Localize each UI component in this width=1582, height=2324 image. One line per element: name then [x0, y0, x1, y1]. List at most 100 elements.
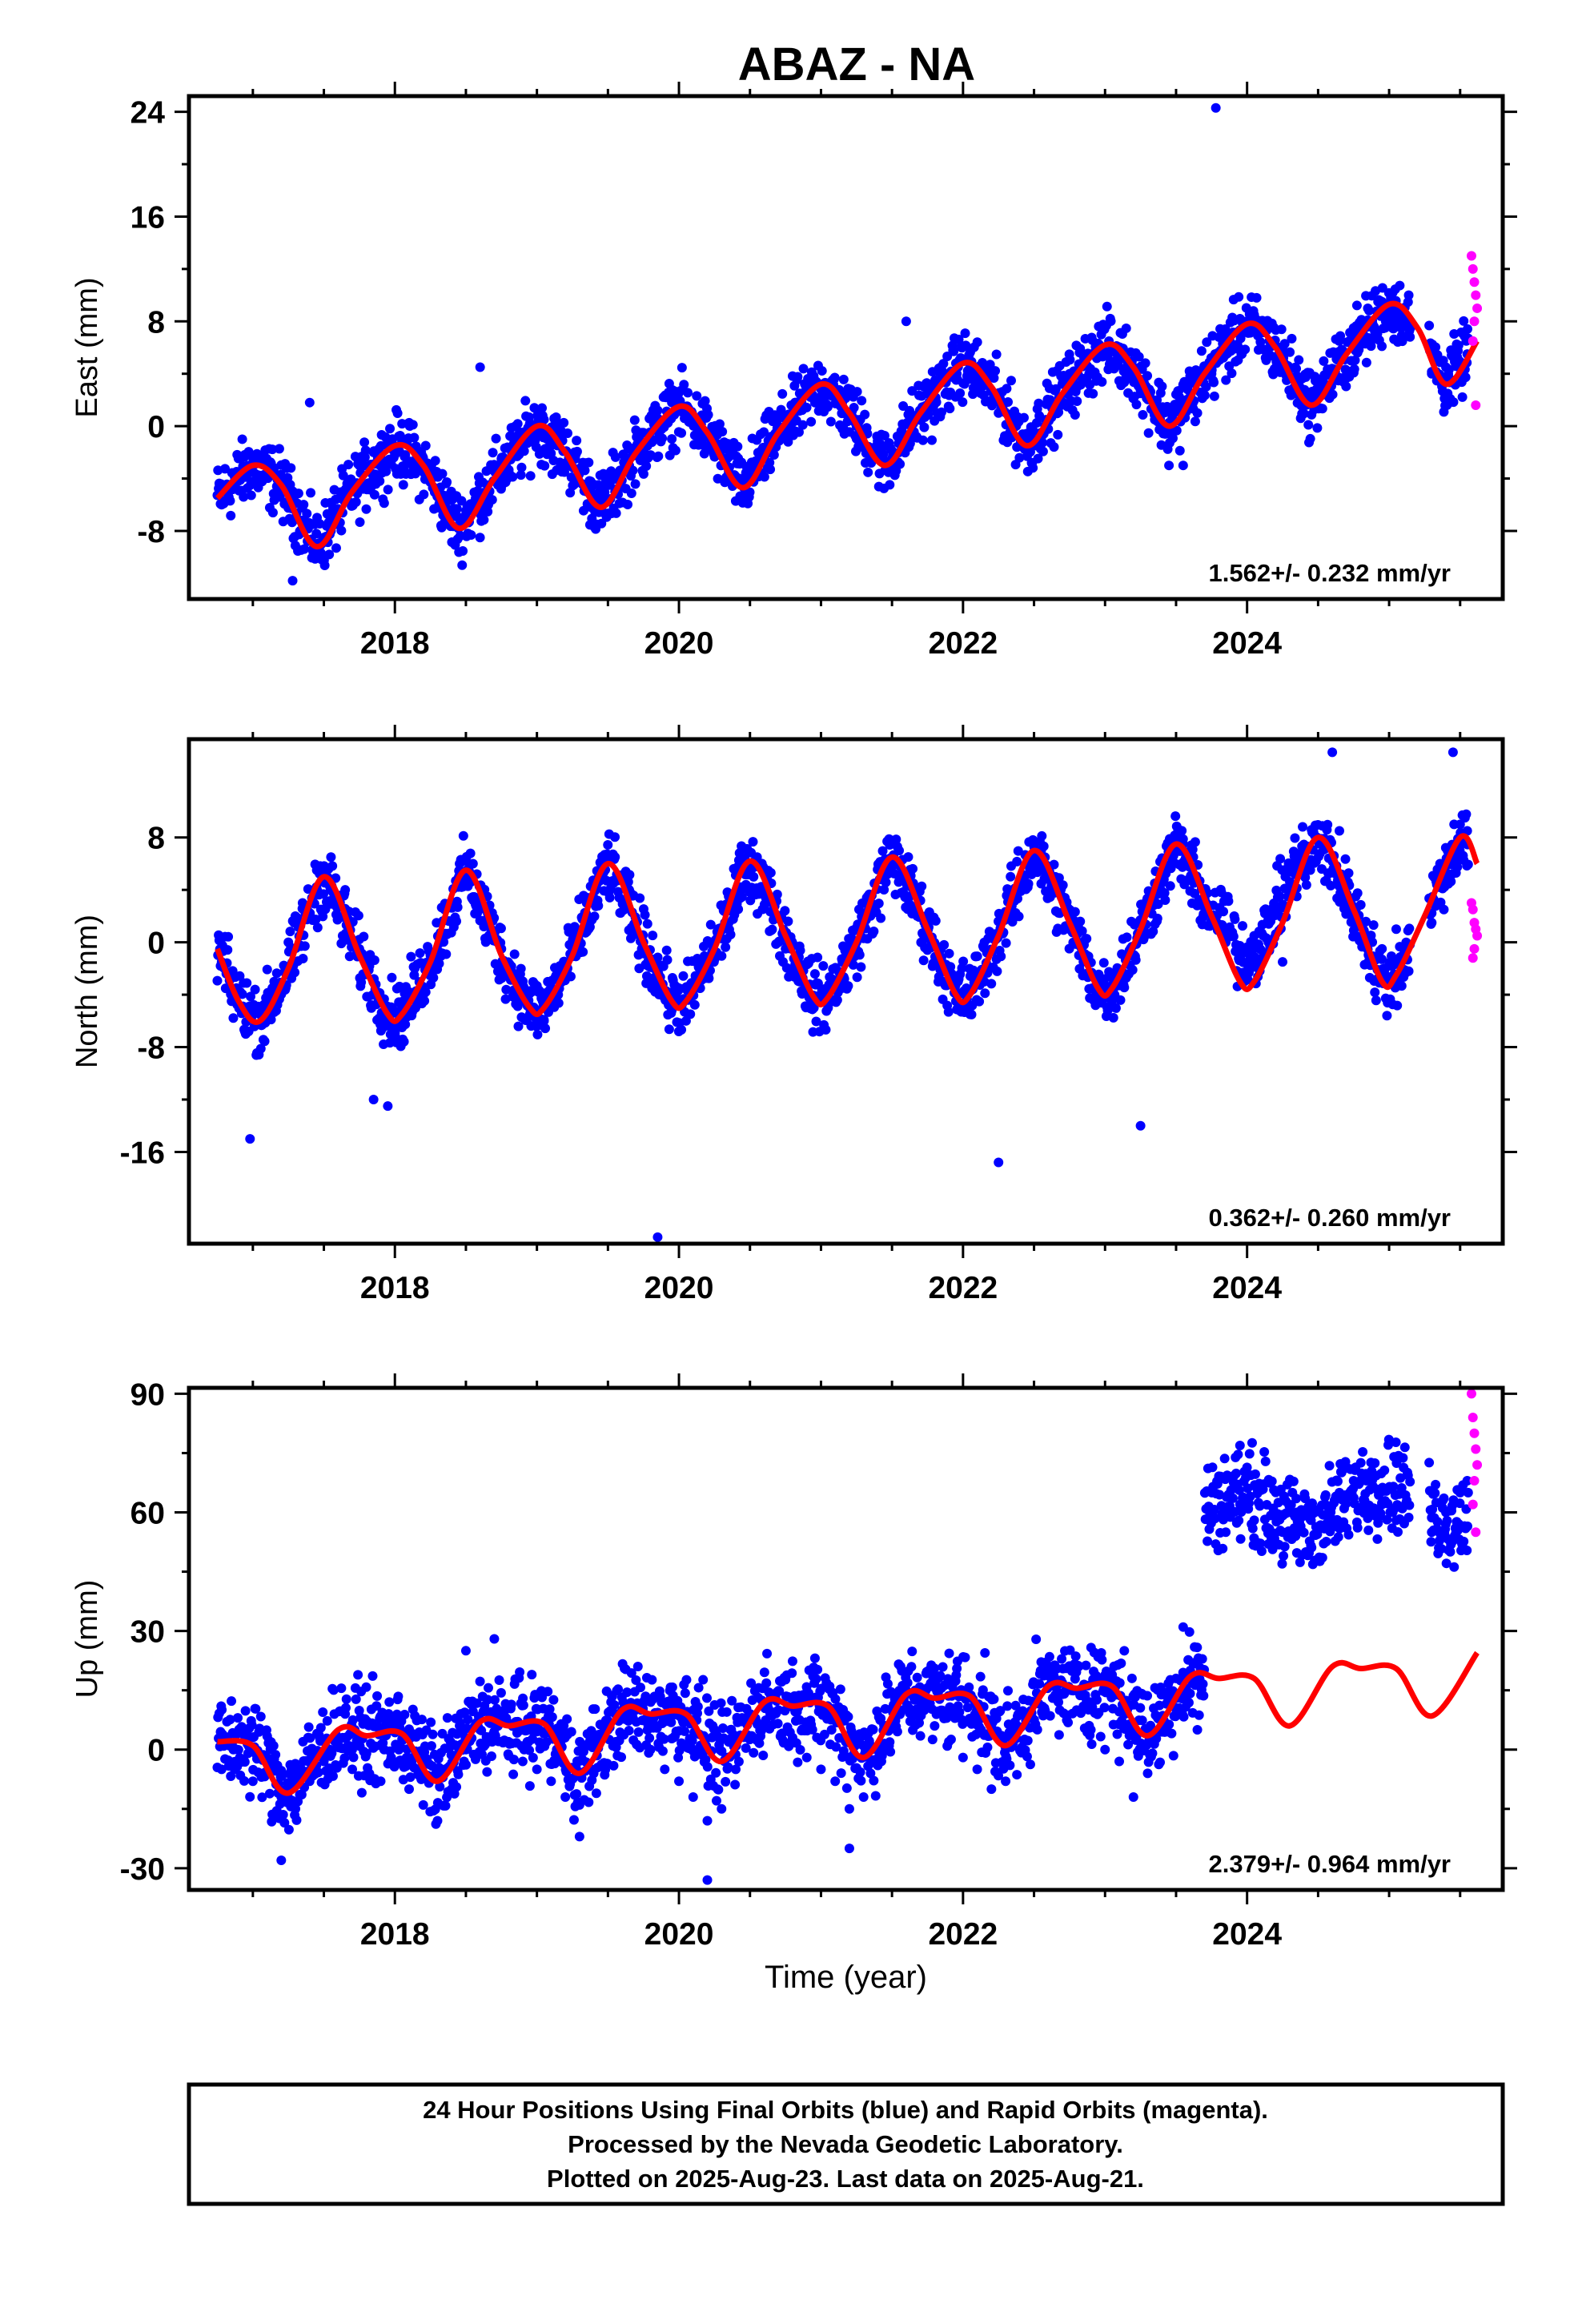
final-point [458, 830, 468, 841]
final-point [515, 1667, 525, 1678]
final-point [891, 834, 901, 845]
final-point [371, 1701, 382, 1711]
final-point [457, 560, 468, 570]
final-point [673, 1752, 684, 1763]
final-point [293, 489, 303, 499]
final-point [1177, 826, 1187, 836]
final-point [472, 1698, 482, 1708]
final-point [1396, 981, 1407, 991]
final-point [223, 945, 233, 955]
final-point [1240, 344, 1251, 355]
final-point [992, 966, 1002, 976]
final-point [356, 1787, 367, 1798]
final-point [225, 496, 235, 506]
final-point [937, 976, 947, 987]
final-point [420, 995, 430, 1006]
y-tick-label: 0 [147, 1734, 165, 1768]
final-point [336, 1683, 347, 1694]
final-point [212, 975, 223, 986]
final-point [876, 913, 886, 923]
final-point [767, 924, 777, 935]
final-point [1167, 433, 1178, 444]
final-point [931, 397, 942, 408]
final-point [237, 434, 247, 444]
final-point [863, 467, 873, 477]
final-point [1049, 859, 1059, 870]
final-point [1395, 280, 1405, 291]
final-point [245, 1791, 255, 1802]
final-point [340, 1703, 351, 1713]
final-point [879, 431, 889, 441]
final-point [938, 359, 949, 369]
final-point [705, 919, 716, 930]
rapid-point [1468, 953, 1478, 963]
final-point [381, 466, 391, 476]
final-point [717, 426, 728, 436]
final-point [990, 366, 1001, 376]
final-point [1279, 339, 1290, 349]
final-point [452, 916, 462, 927]
final-point [919, 422, 930, 432]
final-point [1363, 303, 1373, 313]
final-point [318, 1707, 328, 1718]
final-point [353, 1670, 363, 1680]
rapid-point [1466, 251, 1476, 261]
final-point [591, 1788, 601, 1799]
final-point [452, 504, 462, 514]
final-point [420, 440, 431, 451]
final-point [1077, 926, 1087, 936]
final-point [1045, 395, 1055, 405]
final-point [1276, 324, 1287, 335]
final-point [1088, 388, 1098, 399]
final-point [613, 1684, 624, 1695]
plot-area [212, 1389, 1483, 1885]
final-point [1012, 856, 1022, 866]
final-point [678, 971, 689, 981]
final-point [681, 1015, 691, 1026]
x-axis-label: Time (year) [765, 1960, 927, 1995]
y-tick-label: -8 [137, 1031, 165, 1066]
final-point [1143, 428, 1154, 438]
final-point [540, 1023, 551, 1034]
final-point [516, 963, 526, 974]
final-point [1463, 324, 1473, 334]
final-point [266, 1015, 276, 1025]
final-point [406, 951, 416, 962]
final-point [1301, 880, 1311, 891]
final-point [772, 889, 782, 899]
final-point [777, 388, 788, 399]
final-point [822, 402, 833, 412]
final-point [347, 1744, 357, 1755]
final-point [725, 930, 736, 940]
final-point [1107, 996, 1118, 1007]
y-axis-label: Up (mm) [70, 1580, 104, 1699]
final-point [1463, 859, 1473, 870]
final-point [267, 1816, 277, 1827]
x-tick-label: 2024 [1212, 626, 1282, 661]
final-point [667, 1682, 677, 1692]
y-tick-label: -8 [137, 515, 165, 549]
y-tick-label: -16 [120, 1136, 165, 1170]
final-point [1403, 966, 1414, 976]
final-point [368, 1095, 379, 1104]
final-point [631, 1675, 641, 1686]
final-point [616, 1752, 627, 1763]
final-point [1327, 747, 1338, 758]
final-point [629, 415, 640, 425]
final-point [809, 969, 820, 979]
final-point [479, 515, 489, 525]
final-point [852, 387, 862, 397]
final-point [626, 1668, 636, 1679]
final-point [216, 500, 227, 510]
final-point [809, 1003, 819, 1013]
final-point [945, 404, 955, 414]
final-point [1121, 970, 1131, 980]
final-point [428, 972, 439, 983]
rate-label: 0.362+/- 0.260 mm/yr [1209, 1204, 1451, 1232]
final-point [1382, 1011, 1392, 1021]
final-point [286, 463, 296, 473]
plot-frame [187, 94, 1505, 601]
x-tick-label: 2018 [360, 1271, 430, 1305]
final-point [666, 1717, 677, 1727]
final-point [360, 445, 371, 456]
